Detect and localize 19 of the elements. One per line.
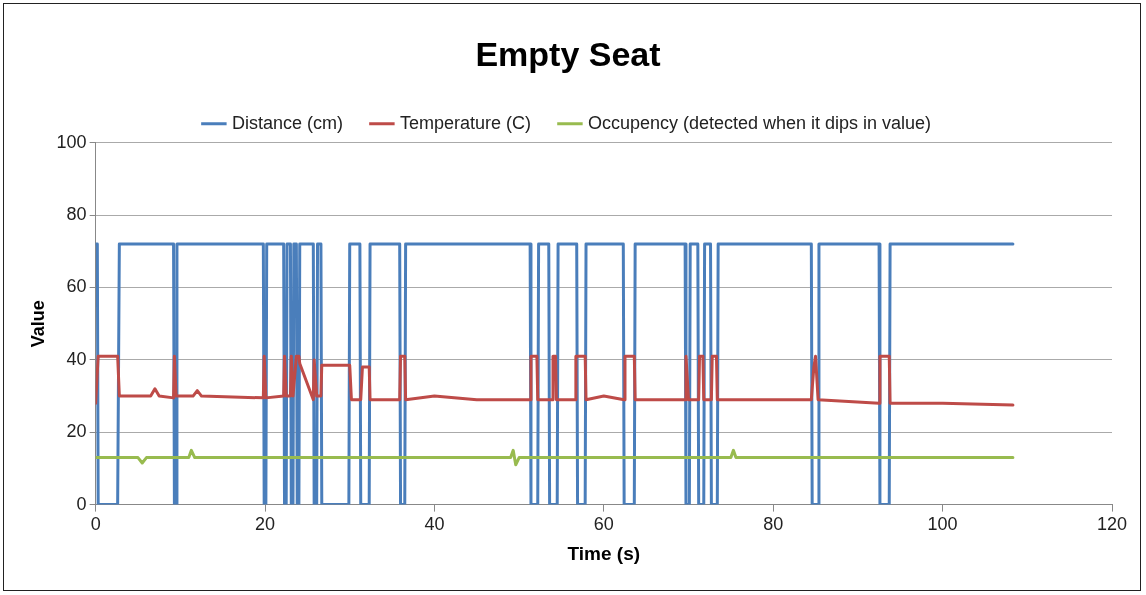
chart-title: Empty Seat: [475, 34, 661, 73]
y-tick-label: 0: [76, 493, 87, 514]
y-tick-label: 100: [56, 131, 87, 152]
y-tick-label: 40: [66, 348, 87, 369]
legend-label: Temperature (C): [399, 112, 531, 133]
x-axis-title: Time (s): [567, 542, 641, 564]
x-tick-label: 60: [593, 514, 614, 535]
x-tick-label: 40: [424, 514, 445, 535]
y-tick-label: 80: [66, 204, 87, 225]
x-tick-label: 20: [255, 514, 276, 535]
legend-label: Occupency (detected when it dips in value): [587, 112, 932, 133]
y-tick-label: 60: [66, 276, 87, 297]
x-tick-label: 100: [927, 514, 958, 535]
y-axis-title: Value: [27, 300, 48, 348]
x-tick-label: 0: [90, 514, 101, 535]
y-tick-label: 20: [66, 421, 87, 442]
x-tick-label: 80: [763, 514, 784, 535]
x-tick-label: 120: [1096, 514, 1128, 535]
legend-label: Distance (cm): [231, 112, 343, 133]
